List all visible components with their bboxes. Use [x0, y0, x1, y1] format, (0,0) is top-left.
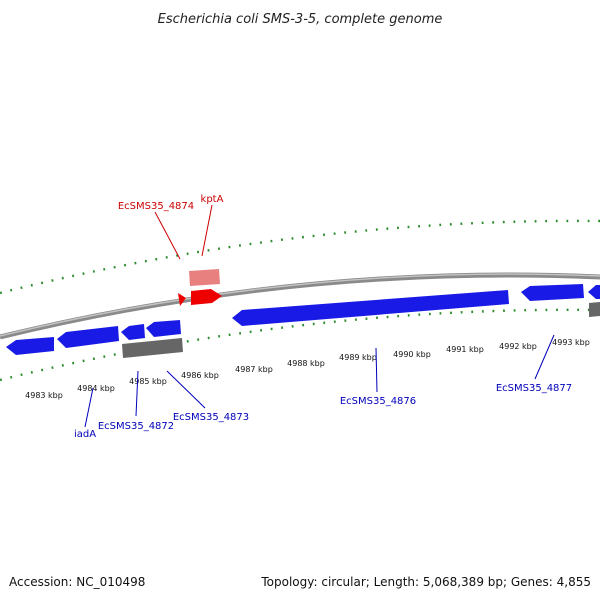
label-ecsms35-4876[interactable]: EcSMS35_4876: [340, 396, 416, 407]
label-ecsms35-4874[interactable]: EcSMS35_4874: [118, 201, 194, 212]
gene-iada[interactable]: [6, 337, 54, 355]
gene-ecsms35-4876[interactable]: [232, 290, 509, 326]
genome-backbone-highlight: [0, 273, 600, 337]
leader-ecsms35-4876: [375, 347, 378, 393]
map-title: Escherichia coli SMS-3-5, complete genom…: [158, 12, 443, 27]
tick-label-4993: 4993 kbp: [552, 338, 590, 347]
tick-label-4987: 4987 kbp: [235, 365, 273, 374]
feature-ecsms35-4874[interactable]: [189, 269, 220, 286]
genome-backbone: [0, 272, 600, 340]
tick-label-4991: 4991 kbp: [446, 345, 484, 354]
tick-label-4984: 4984 kbp: [77, 384, 115, 393]
gene-reverse-1[interactable]: [57, 326, 119, 348]
tick-label-4985: 4985 kbp: [129, 377, 167, 386]
leader-ecsms35-4872: [135, 370, 139, 417]
tick-label-4988: 4988 kbp: [287, 359, 325, 368]
gene-ecsms35-4877[interactable]: [521, 284, 584, 301]
label-kpta[interactable]: kptA: [201, 194, 224, 205]
label-ecsms35-4873[interactable]: EcSMS35_4873: [173, 412, 249, 423]
feature-kpta[interactable]: [191, 289, 222, 305]
tick-label-4983: 4983 kbp: [25, 391, 63, 400]
leader-ecsms35-4877: [534, 334, 555, 380]
gene-reverse-3[interactable]: [146, 320, 181, 337]
accession-text: Accession: NC_010498: [9, 575, 145, 589]
leader-ecsms35-4873: [166, 370, 206, 409]
tick-label-4990: 4990 kbp: [393, 350, 431, 359]
gene-reverse-edge[interactable]: [588, 285, 600, 299]
label-ecsms35-4872[interactable]: EcSMS35_4872: [98, 421, 174, 432]
pseudo-ecsms35-4873[interactable]: [122, 338, 183, 358]
leader-iada: [84, 387, 94, 428]
tick-labels: 4983 kbp 4984 kbp 4985 kbp 4986 kbp 4987…: [25, 338, 590, 400]
leader-ecsms35-4874: [154, 211, 181, 260]
outer-tick-arc: [0, 219, 600, 295]
gene-reverse-2[interactable]: [121, 324, 145, 340]
tick-label-4992: 4992 kbp: [499, 342, 537, 351]
genome-summary-text: Topology: circular; Length: 5,068,389 bp…: [260, 575, 591, 589]
tick-label-4986: 4986 kbp: [181, 371, 219, 380]
inner-tick-arc: [0, 308, 600, 382]
leader-kpta: [201, 204, 213, 257]
pseudo-edge[interactable]: [589, 302, 600, 317]
label-ecsms35-4877[interactable]: EcSMS35_4877: [496, 383, 572, 394]
tick-label-4989: 4989 kbp: [339, 353, 377, 362]
feature-kpta-start[interactable]: [178, 293, 186, 306]
label-iada[interactable]: iadA: [74, 429, 96, 440]
